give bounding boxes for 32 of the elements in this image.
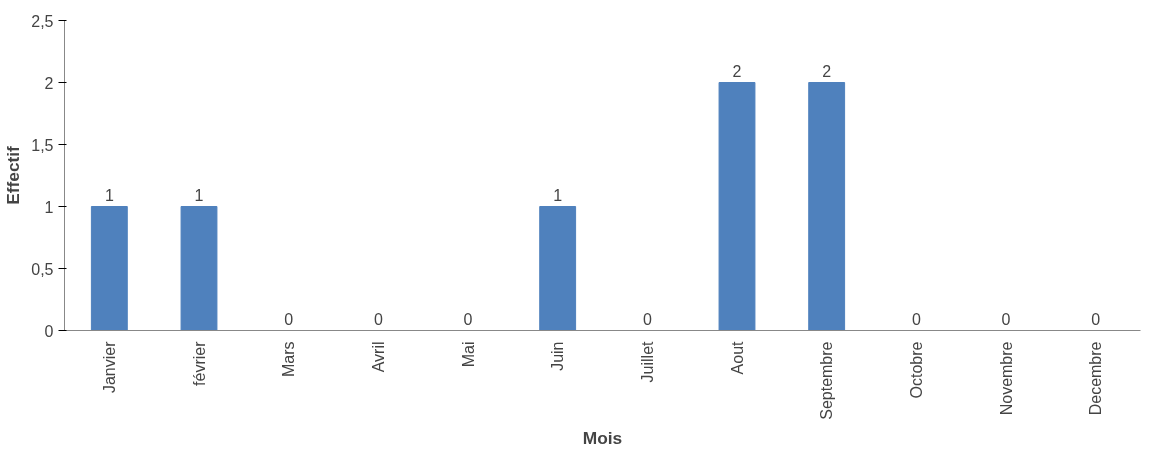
data-label: 1 (553, 186, 563, 204)
y-tick-label: 1 (44, 198, 54, 216)
y-axis-title: Effectif (3, 145, 24, 205)
data-label: 2 (822, 62, 832, 80)
x-tick-label: février (190, 340, 208, 386)
x-tick-label: Janvier (100, 340, 118, 394)
x-tick-label: Septembre (818, 341, 836, 420)
y-tick-label: 2 (44, 74, 54, 92)
data-label: 0 (642, 310, 652, 328)
data-label: 0 (463, 310, 473, 328)
x-tick-label: Juin (549, 341, 567, 371)
x-tick-label: Novembre (997, 341, 1015, 416)
x-tick-label: Mai (459, 341, 477, 368)
y-tick-label: 0,5 (31, 260, 54, 278)
data-label: 0 (373, 310, 383, 328)
y-tick-label: 0 (44, 322, 54, 340)
x-tick-label: Aout (728, 340, 746, 375)
x-tick-label: Mars (280, 341, 298, 378)
data-label: 1 (104, 186, 114, 204)
data-label: 0 (284, 310, 294, 328)
data-label: 0 (1001, 310, 1011, 328)
data-label: 0 (911, 310, 921, 328)
x-tick-label: Decembre (1087, 341, 1105, 416)
x-tick-label: Avril (369, 341, 387, 373)
data-label: 0 (1091, 310, 1101, 328)
x-tick-label: Octobre (907, 341, 925, 399)
y-tick-label: 1,5 (31, 136, 54, 154)
data-label: 2 (732, 62, 742, 80)
x-axis-title: Mois (582, 427, 623, 448)
data-label: 1 (194, 186, 204, 204)
x-tick-label: Juillet (638, 340, 656, 383)
y-tick-label: 2,5 (31, 12, 54, 30)
